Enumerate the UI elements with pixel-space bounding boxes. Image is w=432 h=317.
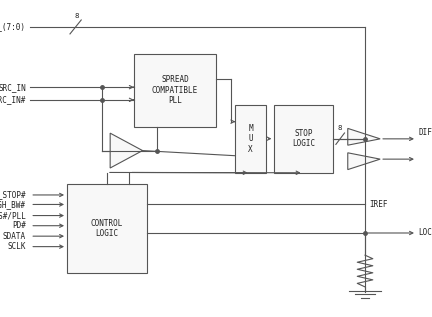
Text: CONTROL
LOGIC: CONTROL LOGIC (91, 218, 123, 238)
Text: DIF(7:0): DIF(7:0) (418, 128, 432, 137)
Text: OE_(7:0): OE_(7:0) (0, 23, 26, 31)
Polygon shape (348, 153, 380, 170)
Text: BYPASS#/PLL: BYPASS#/PLL (0, 211, 26, 220)
Text: 8: 8 (338, 126, 343, 132)
Text: M
U
X: M U X (248, 124, 253, 154)
Polygon shape (348, 128, 380, 145)
FancyBboxPatch shape (134, 54, 216, 127)
FancyBboxPatch shape (67, 184, 147, 273)
Text: LOCK: LOCK (418, 229, 432, 237)
Text: PD#: PD# (12, 221, 26, 230)
Polygon shape (110, 133, 143, 168)
Text: STOP
LOGIC: STOP LOGIC (292, 129, 315, 148)
Text: SRC_STOP#: SRC_STOP# (0, 191, 26, 199)
Text: 8: 8 (75, 13, 79, 19)
Text: IREF: IREF (369, 200, 388, 209)
Text: SRC_IN: SRC_IN (0, 83, 26, 92)
Text: SRC_IN#: SRC_IN# (0, 95, 26, 104)
FancyBboxPatch shape (274, 105, 333, 173)
Text: SCLK: SCLK (7, 242, 26, 251)
FancyBboxPatch shape (235, 105, 266, 173)
Text: HIGH_BW#: HIGH_BW# (0, 200, 26, 209)
Text: SPREAD
COMPATIBLE
PLL: SPREAD COMPATIBLE PLL (152, 75, 198, 105)
Text: SDATA: SDATA (3, 232, 26, 241)
